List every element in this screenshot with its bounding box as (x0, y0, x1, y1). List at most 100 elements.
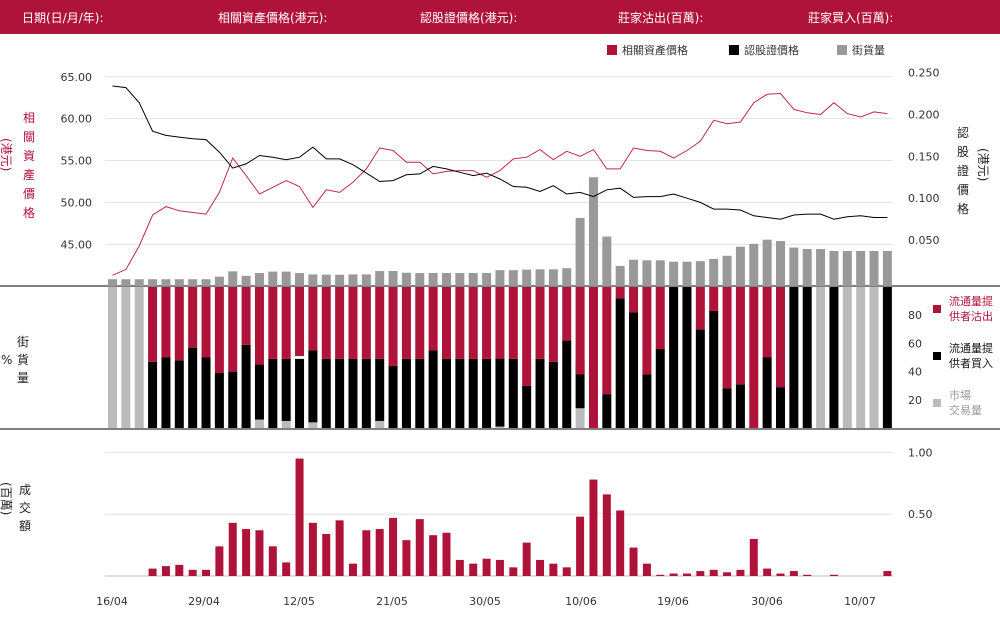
liquidity-buy-bar (602, 394, 612, 428)
liquidity-buy-bar (281, 358, 291, 421)
liquidity-buy-bar (709, 310, 719, 428)
turnover-bar (469, 563, 478, 576)
warrant-price-line (112, 85, 888, 220)
market-volume-bar (134, 287, 144, 428)
outstanding-bar (174, 279, 184, 286)
turnover-bar (415, 519, 424, 576)
outstanding-bar (401, 272, 411, 286)
turnover-bar (402, 540, 411, 576)
x-tick-label: 16/04 (96, 595, 128, 608)
liquidity-buy-bar (174, 360, 184, 428)
liquidity-sell-bar (468, 287, 478, 359)
warrant-axis-unit: (港元) (976, 148, 990, 181)
warrant-axis-char: 股 (957, 145, 969, 159)
outstanding-bar (709, 258, 719, 286)
warrant-axis-char: 格 (957, 201, 969, 216)
turnover-bar (375, 529, 384, 576)
axis-ticks: 65.00 60.00 55.00 50.00 45.00 0.250 0.200 0.150… (61, 67, 940, 608)
liquidity-sell-bar (415, 287, 425, 359)
outstanding-bar (615, 265, 625, 286)
legend-outstanding-swatch (837, 45, 847, 55)
outstanding-bar (468, 273, 478, 286)
outstanding-bar (495, 270, 505, 286)
liquidity-sell-bar (615, 287, 625, 299)
warrant-tick-label: 0.100 (908, 192, 940, 205)
legend-underlying-swatch (607, 45, 617, 55)
turnover-axis-char: 成 (19, 483, 31, 497)
liquidity-sell-bar (655, 287, 665, 350)
market-volume-bar (842, 287, 852, 428)
liquidity-buy-bar (228, 371, 238, 428)
turnover-axis-char: 交 (19, 500, 31, 515)
turnover-bar (736, 569, 745, 576)
turnover-bar (682, 573, 691, 576)
underlying-axis-title: 相 關 資 產 價 格 (港元) (0, 111, 35, 220)
outstanding-bar (735, 246, 745, 286)
legend-buy-line1: 流通量提 (949, 341, 993, 355)
liquidity-buy-bar (335, 358, 345, 428)
outstanding-bar (321, 274, 331, 286)
liquidity-buy-bar (428, 350, 438, 428)
legend-buy-swatch (933, 352, 941, 360)
liquidity-buy-bar (722, 388, 732, 428)
liquidity-buy-bar (682, 287, 692, 428)
turnover-bar (282, 562, 291, 576)
turnover-bar (455, 559, 464, 576)
underlying-price-line (112, 92, 888, 276)
liquidity-sell-bar (361, 287, 371, 359)
liquidity-sell-bar (562, 287, 572, 341)
outstanding-bar (802, 248, 812, 286)
liquidity-sell-bar (522, 287, 532, 386)
outstanding-bar (428, 273, 438, 286)
legend-sell-swatch (933, 305, 941, 313)
outstanding-bar (722, 255, 732, 286)
market-volume-bar (856, 287, 866, 428)
outstanding-bar (642, 260, 652, 286)
liquidity-sell-bar (482, 287, 492, 359)
outstanding-bar (108, 279, 117, 286)
liquidity-buy-bar (535, 358, 545, 428)
legend-market-swatch (933, 399, 941, 407)
market-volume-bar (575, 408, 585, 428)
outstanding-bar (295, 273, 305, 286)
top-legend: 相關資產價格 認股證價格 街貨量 (607, 43, 885, 57)
warrant-axis-char: 證 (957, 163, 969, 178)
liquidity-buy-bar (295, 358, 305, 428)
warrant-axis-char: 認 (957, 125, 969, 140)
liquidity-sell-bar (268, 287, 278, 359)
turnover-bar (495, 559, 504, 576)
liquidity-sell-bar (188, 287, 198, 348)
liquidity-sell-bar (214, 287, 224, 374)
liquidity-buy-bar (188, 347, 198, 428)
liquidity-buy-bar (254, 364, 264, 420)
outstanding-bar (228, 271, 238, 286)
turnover-tick-label: 1.00 (908, 446, 933, 459)
liquidity-buy-bar (214, 373, 224, 428)
outstanding-bar (254, 273, 264, 286)
liquidity-buy-bar (482, 358, 492, 428)
liquidity-buy-bar (468, 358, 478, 428)
x-tick-label: 21/05 (376, 595, 408, 608)
turnover-bar (803, 574, 812, 576)
outstanding-bar (629, 259, 639, 286)
header-mm-sell-label: 莊家沽出(百萬): (618, 10, 703, 25)
liquidity-sell-bar (335, 287, 345, 359)
turnover-axis-char: 額 (19, 519, 31, 533)
liquidity-buy-bar (829, 287, 839, 428)
liquidity-buy-bar (575, 361, 585, 409)
turnover-bar (749, 538, 758, 576)
turnover-bar (268, 546, 277, 576)
turnover-bar (629, 547, 638, 576)
underlying-axis-char: 格 (23, 205, 35, 220)
outstanding-bar (856, 250, 866, 286)
turnover-bar (669, 573, 678, 576)
outstanding-bar (214, 276, 224, 286)
outstanding-bar (201, 279, 211, 286)
legend-warrant-label: 認股證價格 (744, 43, 799, 57)
outstanding-bar (695, 261, 705, 286)
outstanding-axis-title: 街 貨 量 % (1, 335, 29, 385)
turnover-bar (215, 546, 224, 576)
turnover-bar (188, 569, 197, 576)
market-volume-bar (254, 419, 264, 428)
turnover-bar (255, 530, 264, 576)
